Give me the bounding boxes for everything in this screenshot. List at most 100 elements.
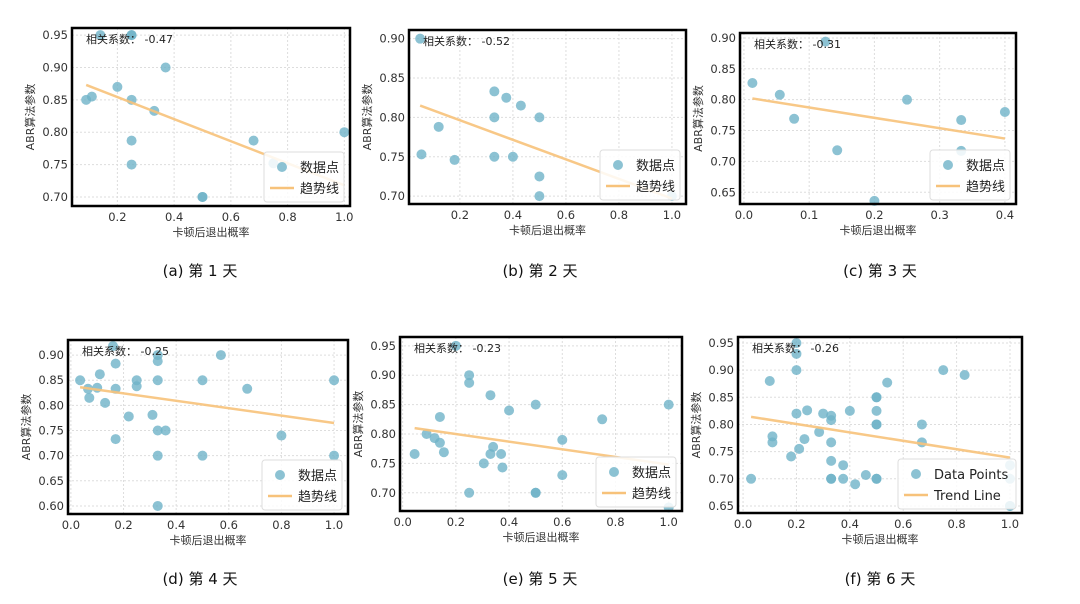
data-point xyxy=(959,370,970,381)
correlation-annotation: 相关系数： -0.47 xyxy=(86,32,173,46)
legend-trend-label: Trend Line xyxy=(933,489,1001,504)
data-point xyxy=(434,437,445,448)
data-point xyxy=(802,405,813,416)
data-point xyxy=(826,437,837,448)
data-point xyxy=(789,113,800,124)
correlation-annotation: 相关系数： -0.26 xyxy=(752,341,839,355)
data-point xyxy=(108,341,118,352)
data-point xyxy=(882,377,893,388)
x-tick-label: 0.8 xyxy=(606,515,624,529)
data-point xyxy=(197,375,208,386)
data-point xyxy=(464,377,475,388)
y-tick-label: 0.95 xyxy=(708,336,734,350)
subfigure-caption: (c) 第 3 天 xyxy=(843,262,917,280)
data-point xyxy=(501,92,512,103)
plot-frame xyxy=(407,28,688,206)
legend-point-marker xyxy=(609,467,619,477)
data-point xyxy=(507,151,518,162)
x-tick-label: 0.3 xyxy=(931,208,949,222)
x-axis-label: 卡顿后退出概率 xyxy=(170,533,247,547)
y-tick-label: 0.75 xyxy=(42,158,68,172)
data-point xyxy=(95,30,106,41)
legend-point-marker xyxy=(911,469,921,479)
data-point xyxy=(84,392,95,403)
y-tick-label: 0.80 xyxy=(370,427,396,441)
data-point xyxy=(767,437,778,448)
x-tick-label: 0.6 xyxy=(557,208,575,222)
data-point xyxy=(832,145,843,156)
legend-points-label: 数据点 xyxy=(632,466,671,481)
legend-points-label: 数据点 xyxy=(966,159,1005,174)
data-point xyxy=(152,500,163,511)
data-point xyxy=(956,115,967,126)
y-tick-label: 0.75 xyxy=(710,124,736,138)
y-tick-label: 0.90 xyxy=(379,32,405,46)
data-point xyxy=(329,375,340,386)
y-tick-label: 0.80 xyxy=(42,125,68,139)
correlation-annotation: 相关系数： -0.23 xyxy=(414,341,501,355)
data-point xyxy=(464,370,475,381)
x-tick-label: 0.2 xyxy=(787,517,805,531)
x-tick-label: 0.2 xyxy=(447,515,465,529)
x-tick-label: 0.6 xyxy=(220,518,238,532)
y-tick-label: 0.70 xyxy=(710,154,736,168)
legend-points-label: 数据点 xyxy=(636,159,675,174)
data-point xyxy=(160,62,171,73)
y-tick-label: 0.85 xyxy=(708,390,734,404)
x-tick-label: 0.6 xyxy=(894,517,912,531)
data-point xyxy=(126,159,137,170)
data-point xyxy=(663,399,674,410)
data-point xyxy=(339,127,350,138)
x-tick-label: 0.6 xyxy=(222,210,240,224)
data-point xyxy=(557,434,568,445)
x-tick-label: 0.0 xyxy=(734,517,752,531)
data-point xyxy=(450,340,461,351)
data-point xyxy=(464,487,475,498)
legend-box xyxy=(897,458,1017,510)
y-tick-label: 0.80 xyxy=(38,398,64,412)
data-point xyxy=(534,171,545,182)
data-point xyxy=(242,383,253,394)
y-tick-label: 0.90 xyxy=(38,348,64,362)
data-point xyxy=(75,375,86,386)
data-point xyxy=(597,414,608,425)
data-point xyxy=(489,86,500,97)
data-point xyxy=(504,405,515,416)
data-point xyxy=(478,458,489,469)
legend-trend-label: 趋势线 xyxy=(636,179,675,195)
data-point xyxy=(838,473,849,484)
y-tick-label: 0.90 xyxy=(708,363,734,377)
y-tick-label: 0.65 xyxy=(708,499,734,513)
data-point xyxy=(999,107,1010,118)
y-tick-label: 0.70 xyxy=(708,472,734,486)
data-point xyxy=(94,369,105,380)
data-point xyxy=(415,33,426,44)
legend-points-label: 数据点 xyxy=(298,469,337,484)
x-tick-label: 0.8 xyxy=(278,210,296,224)
y-tick-label: 0.85 xyxy=(710,62,736,76)
data-point xyxy=(838,460,849,471)
data-point xyxy=(818,408,829,419)
data-point xyxy=(409,448,420,459)
x-tick-label: 0.6 xyxy=(553,515,571,529)
data-point xyxy=(871,473,882,484)
y-tick-label: 0.60 xyxy=(38,499,64,513)
data-point xyxy=(147,409,158,420)
y-axis-label: ABR算法参数 xyxy=(691,85,705,152)
data-point xyxy=(449,154,460,165)
data-point xyxy=(152,425,163,436)
trend-line xyxy=(79,386,335,425)
x-tick-label: 1.0 xyxy=(325,518,343,532)
data-point xyxy=(197,450,208,461)
data-point xyxy=(485,390,496,401)
y-tick-label: 0.85 xyxy=(42,93,68,107)
x-tick-label: 0.8 xyxy=(947,517,965,531)
data-point xyxy=(123,411,134,422)
x-tick-label: 0.0 xyxy=(62,518,80,532)
data-point xyxy=(791,365,802,376)
data-point xyxy=(871,392,882,403)
y-axis-label: ABR算法参数 xyxy=(351,391,365,458)
x-axis-label: 卡顿后退出概率 xyxy=(842,532,919,546)
